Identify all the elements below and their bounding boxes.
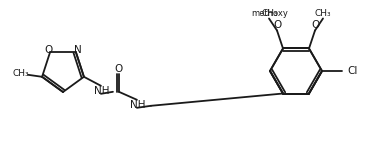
Text: NH: NH: [130, 100, 146, 110]
Text: CH₃: CH₃: [315, 9, 331, 18]
Text: O: O: [44, 45, 52, 55]
Text: O: O: [115, 64, 123, 74]
Text: CH₃: CH₃: [13, 69, 29, 78]
Text: O: O: [311, 20, 319, 31]
Text: Cl: Cl: [347, 66, 357, 76]
Text: O: O: [273, 20, 281, 31]
Text: N: N: [74, 45, 82, 55]
Text: methoxy: methoxy: [251, 9, 288, 18]
Text: CH₃: CH₃: [262, 9, 278, 18]
Text: NH: NH: [94, 86, 110, 96]
